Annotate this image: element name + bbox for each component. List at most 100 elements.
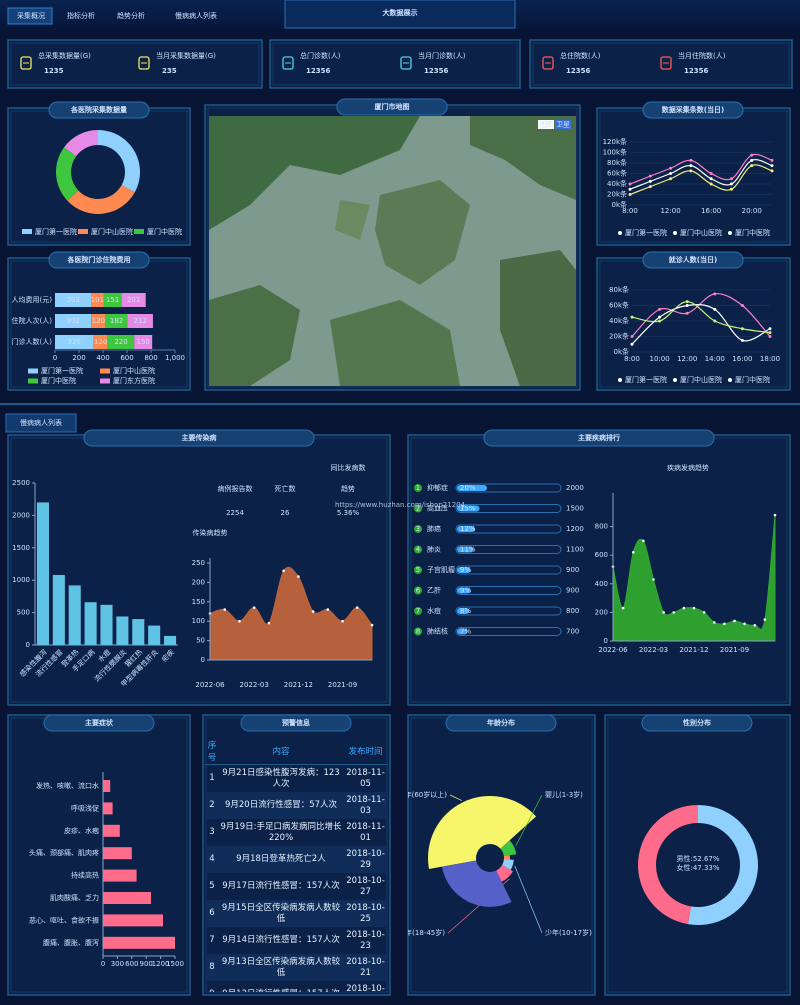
- table-cell: 6: [205, 900, 219, 927]
- map-button[interactable]: [555, 120, 571, 129]
- legend-swatch: [134, 229, 144, 234]
- chart-title: 疾病发病趋势: [667, 463, 709, 472]
- panel: [7, 107, 191, 246]
- nav-tab[interactable]: 采集概况: [17, 11, 45, 20]
- point: [689, 169, 693, 173]
- x-tick-label: 0: [53, 354, 57, 362]
- point: [669, 172, 673, 175]
- rank-percent: 9%: [460, 566, 471, 574]
- rank-bar: [457, 587, 471, 594]
- pie-slice: [56, 147, 79, 201]
- bar-segment: [55, 314, 92, 328]
- nav-tab[interactable]: 慢病病人列表: [175, 11, 217, 20]
- rank-count: 1100: [566, 546, 584, 554]
- nav-tab[interactable]: 指标分析: [67, 11, 95, 20]
- table-cell: 2018-10-25: [343, 900, 388, 927]
- rank-track: [455, 504, 562, 513]
- point: [252, 606, 256, 609]
- x-tick-label: 2021-12: [679, 646, 708, 654]
- table-cell: 5: [209, 881, 215, 891]
- map-button[interactable]: [538, 120, 554, 129]
- y-tick-label: 2000: [12, 511, 30, 519]
- x-tick-label: 600: [120, 354, 133, 362]
- table-cell: 2018-10-29: [343, 846, 388, 873]
- legend-dot: [618, 231, 622, 235]
- point: [326, 608, 330, 611]
- rank-percent: 7%: [460, 628, 471, 636]
- x-tick-label: 8:00: [624, 355, 640, 363]
- section-tab-bg: [5, 413, 77, 433]
- y-tick-label: 1000: [12, 576, 30, 584]
- x-tick-label: 2021-09: [328, 681, 357, 689]
- subtitle: 同比发病数: [331, 463, 366, 472]
- rank-badge: [414, 586, 422, 595]
- point: [658, 319, 662, 323]
- section-tab[interactable]: 慢病病人列表: [20, 418, 62, 427]
- stat-label: 当月采集数据量(G): [156, 51, 216, 60]
- x-tick-label: 12:00: [677, 355, 697, 363]
- stat-label: 当月住院数(人): [678, 51, 726, 60]
- point: [648, 174, 652, 178]
- point: [692, 606, 696, 610]
- legend-label: 厦门第一医院: [41, 366, 83, 375]
- indicator-label: 死亡数: [275, 484, 296, 493]
- bar: [52, 575, 65, 645]
- rose-hole: [477, 845, 503, 871]
- y-tick-label: 0: [201, 656, 205, 664]
- point: [630, 342, 634, 346]
- point: [631, 551, 635, 554]
- point: [658, 315, 662, 319]
- bar-label: 150: [137, 338, 150, 346]
- table-row: 7 9月14日流行性感冒：157人次 2018-10-23: [205, 927, 388, 954]
- table-cell: 2018-11-03: [343, 792, 388, 819]
- panel-title-bg: [445, 714, 557, 732]
- legend-dot: [728, 231, 732, 235]
- rank-badge: [414, 484, 422, 492]
- bar-segment: [134, 335, 153, 349]
- x-tick-label: 400: [96, 354, 109, 362]
- stat-value: 12356: [684, 67, 708, 75]
- bar: [100, 604, 113, 645]
- rank-count: 2000: [566, 484, 584, 492]
- y-tick-label: 20k条: [607, 190, 627, 199]
- panel-title: 年龄分布: [487, 718, 515, 727]
- bar-label: 212: [134, 317, 147, 325]
- legend-label: 厦门第一医院: [625, 228, 667, 237]
- watermark: https://www.huzhan.com/ishop21204: [335, 501, 466, 509]
- stat-icon: [282, 56, 294, 70]
- table-cell: 3: [209, 827, 215, 837]
- point: [768, 335, 772, 338]
- x-tick-label: 2021-09: [720, 646, 749, 654]
- point: [750, 153, 754, 157]
- y-tick-label: 60k条: [609, 301, 629, 310]
- table-cell: 2018-10-21: [343, 954, 388, 981]
- map-land: [209, 116, 420, 230]
- legend-label: 厦门中山医院: [91, 227, 133, 236]
- rank-name: 肺结核: [427, 627, 448, 636]
- point: [770, 158, 774, 162]
- bar: [116, 616, 129, 645]
- line: [631, 301, 771, 334]
- stat-label: 总采集数据量(G): [38, 51, 91, 60]
- table-body: 1 9月21日感染性腹泻发病：123人次 2018-11-05 2 9月20日流行性感冒…: [205, 765, 388, 993]
- legend-label: 厦门中山医院: [680, 375, 722, 384]
- point: [642, 539, 645, 543]
- point: [712, 621, 716, 624]
- table-cell: 9月14日流行性感冒：157人次: [222, 935, 340, 945]
- bar-segment: [55, 335, 94, 349]
- panel-title: 就诊人数(当日): [669, 255, 717, 264]
- legend-label: 厦门中山医院: [680, 228, 722, 237]
- x-tick-label: 1,000: [165, 354, 185, 362]
- panel-inner: [10, 42, 260, 86]
- point: [282, 569, 285, 573]
- map-button-label[interactable]: 卫星: [556, 121, 570, 129]
- map-button-label[interactable]: 地图: [539, 120, 553, 129]
- table-row: 3 9月19日:手足口病发病同比增长220% 2018-11-01: [205, 819, 388, 846]
- table-cell: 7: [209, 935, 215, 945]
- panel-title-bg: [642, 101, 744, 119]
- rose-slice: [503, 855, 510, 860]
- point: [685, 311, 689, 315]
- nav-tab[interactable]: 趋势分析: [117, 11, 145, 20]
- x-tick-label: 2021-12: [284, 681, 313, 689]
